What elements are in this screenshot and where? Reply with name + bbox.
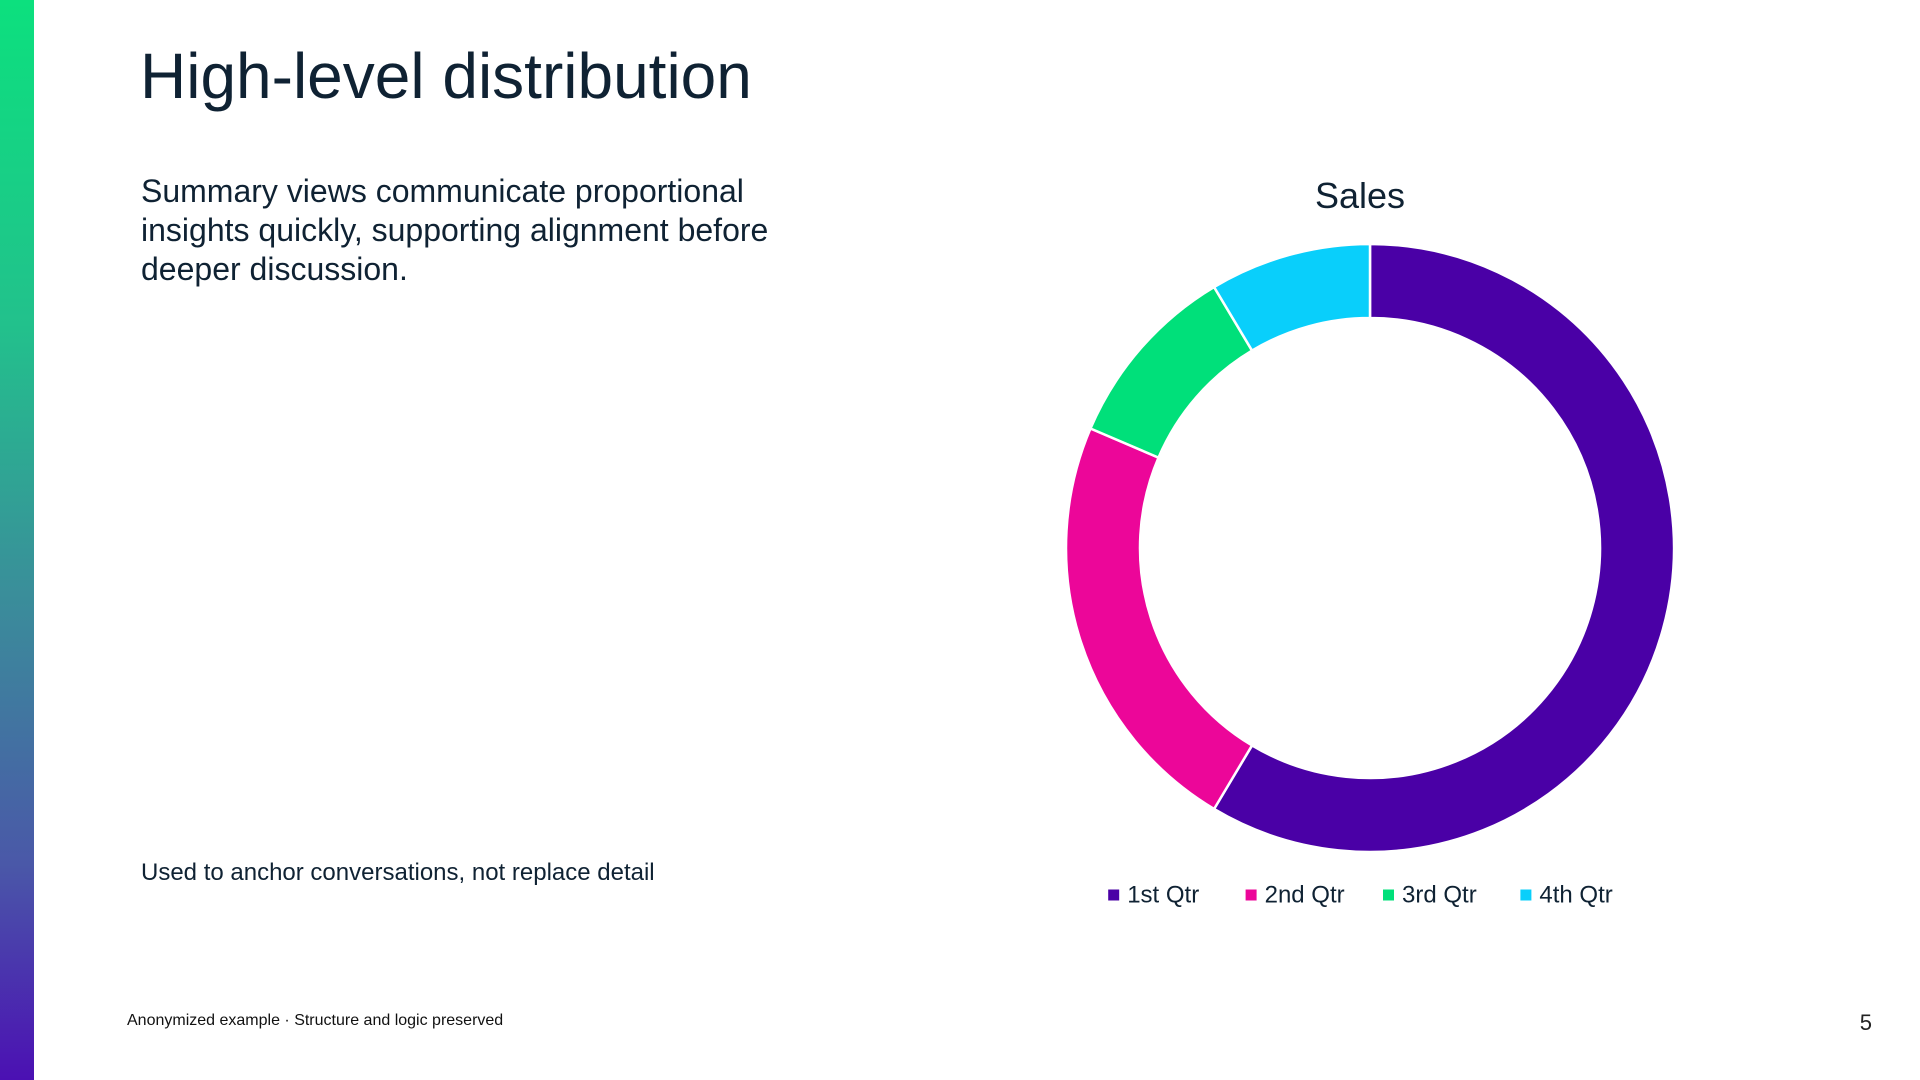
footer-text: Anonymized example · Structure and logic… xyxy=(127,1012,504,1029)
slide-title: High-level distribution xyxy=(140,40,752,112)
summary-text: Summary views communicate proportional i… xyxy=(141,173,769,287)
legend-label-2nd-qtr: 2nd Qtr xyxy=(1265,881,1345,908)
accent-gradient-bar xyxy=(0,0,34,1080)
slice-2nd-qtr xyxy=(1064,426,1254,811)
doughnut-slices xyxy=(1064,242,1676,854)
chart-title: Sales xyxy=(1315,175,1405,216)
slice-1st-qtr xyxy=(1212,242,1676,854)
chart-legend: 1st Qtr 2nd Qtr 3rd Qtr 4th Qtr xyxy=(1108,881,1613,908)
page-number: 5 xyxy=(1859,1010,1872,1035)
legend-label-4th-qtr: 4th Qtr xyxy=(1539,881,1612,908)
slice-4th-qtr xyxy=(1212,242,1372,353)
legend-label-3rd-qtr: 3rd Qtr xyxy=(1402,881,1477,908)
sales-doughnut-chart: Sales 1st Qtr 2nd Qtr 3rd Qtr 4th Qtr xyxy=(1064,175,1676,908)
legend-marker-3rd-qtr xyxy=(1383,889,1394,901)
note-text: Used to anchor conversations, not replac… xyxy=(141,859,655,886)
slice-3rd-qtr xyxy=(1088,285,1254,460)
legend-marker-4th-qtr xyxy=(1520,889,1532,901)
legend-marker-2nd-qtr xyxy=(1245,889,1257,901)
legend-label-1st-qtr: 1st Qtr xyxy=(1127,881,1199,908)
legend-marker-1st-qtr xyxy=(1108,889,1120,901)
